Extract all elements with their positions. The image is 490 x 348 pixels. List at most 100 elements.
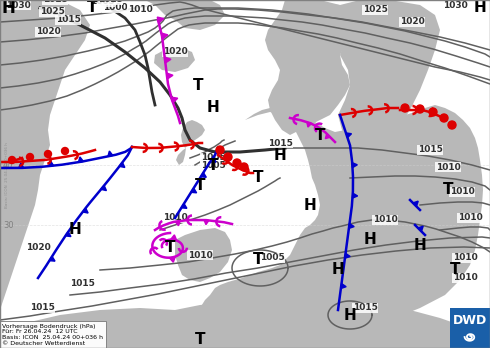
Text: T: T <box>193 78 203 93</box>
Circle shape <box>216 146 224 154</box>
Text: 1010: 1010 <box>372 215 397 224</box>
Polygon shape <box>418 226 423 231</box>
Text: T: T <box>195 332 205 348</box>
Text: Basis: ICON  25.04.24 00+036 h: Basis: ICON 25.04.24 00+036 h <box>5 142 9 208</box>
Polygon shape <box>49 161 53 166</box>
Polygon shape <box>325 134 330 139</box>
Text: 1015: 1015 <box>268 139 293 148</box>
Text: 30: 30 <box>3 221 14 229</box>
Bar <box>450 308 490 348</box>
Polygon shape <box>157 17 164 23</box>
Polygon shape <box>120 163 125 167</box>
Text: 1000: 1000 <box>103 3 127 13</box>
Polygon shape <box>0 298 490 348</box>
Polygon shape <box>349 223 354 228</box>
Polygon shape <box>161 33 168 39</box>
Text: H: H <box>1 0 15 17</box>
Circle shape <box>240 163 248 171</box>
Text: 1025: 1025 <box>43 0 68 5</box>
Polygon shape <box>175 221 180 226</box>
Text: 1010: 1010 <box>453 274 477 283</box>
Circle shape <box>448 121 456 129</box>
Circle shape <box>62 148 69 155</box>
Polygon shape <box>341 284 346 288</box>
Text: T: T <box>165 240 175 255</box>
Polygon shape <box>352 163 357 168</box>
Polygon shape <box>182 105 483 348</box>
Text: 1015: 1015 <box>29 303 54 313</box>
Text: H: H <box>273 148 286 163</box>
Polygon shape <box>101 185 106 191</box>
Text: 1010: 1010 <box>188 251 212 260</box>
Circle shape <box>416 105 424 113</box>
Text: 1010: 1010 <box>450 188 474 197</box>
Polygon shape <box>176 148 186 165</box>
Polygon shape <box>165 57 171 63</box>
Text: 1020: 1020 <box>25 244 50 253</box>
Polygon shape <box>181 204 187 208</box>
Text: 1005: 1005 <box>200 153 225 163</box>
Circle shape <box>233 159 241 167</box>
Text: T: T <box>315 127 325 142</box>
Text: H: H <box>474 0 487 16</box>
Text: 1010: 1010 <box>127 6 152 15</box>
Circle shape <box>401 104 409 112</box>
Text: 1015: 1015 <box>70 278 95 287</box>
Text: 1025: 1025 <box>363 6 388 15</box>
Text: H: H <box>304 198 317 213</box>
Text: 1005: 1005 <box>90 0 114 7</box>
Polygon shape <box>346 133 351 138</box>
Text: 1015: 1015 <box>417 145 442 155</box>
Circle shape <box>8 157 16 164</box>
Polygon shape <box>108 151 113 156</box>
Text: H: H <box>364 232 376 247</box>
Text: 1025: 1025 <box>40 8 65 16</box>
Polygon shape <box>201 173 206 177</box>
Polygon shape <box>307 122 312 127</box>
Text: DWD: DWD <box>453 314 487 326</box>
Polygon shape <box>191 188 196 193</box>
Text: T: T <box>87 0 97 16</box>
Text: 1010: 1010 <box>458 214 482 222</box>
Polygon shape <box>167 73 173 79</box>
Text: 1030: 1030 <box>5 0 30 9</box>
Text: H: H <box>69 222 81 237</box>
Text: H: H <box>332 262 344 277</box>
Polygon shape <box>285 0 440 150</box>
Text: 1030: 1030 <box>442 0 467 9</box>
Polygon shape <box>211 157 216 162</box>
Polygon shape <box>175 228 232 282</box>
Text: 1015: 1015 <box>55 16 80 24</box>
Polygon shape <box>83 208 88 213</box>
Polygon shape <box>171 235 176 240</box>
Text: 1020: 1020 <box>400 17 424 26</box>
Polygon shape <box>181 120 205 148</box>
Polygon shape <box>154 48 195 72</box>
Text: 1010: 1010 <box>163 214 187 222</box>
Text: 1020: 1020 <box>163 47 187 56</box>
Polygon shape <box>170 257 175 262</box>
Text: 40: 40 <box>3 160 14 169</box>
Polygon shape <box>0 0 90 310</box>
Circle shape <box>224 153 232 161</box>
Text: T: T <box>450 262 460 277</box>
Polygon shape <box>345 253 350 258</box>
Polygon shape <box>265 0 360 135</box>
Text: 1010: 1010 <box>453 253 477 262</box>
Text: H: H <box>207 101 220 116</box>
Text: H: H <box>343 308 356 323</box>
Polygon shape <box>171 97 178 103</box>
Text: 1005: 1005 <box>260 253 284 262</box>
Text: T: T <box>253 171 263 185</box>
Circle shape <box>440 114 448 122</box>
Circle shape <box>45 150 51 158</box>
Text: T: T <box>208 158 218 173</box>
Text: T: T <box>195 177 205 192</box>
Text: 1010: 1010 <box>436 163 461 172</box>
Polygon shape <box>204 220 209 224</box>
Text: H: H <box>414 237 426 253</box>
Text: 1005: 1005 <box>200 160 225 169</box>
Polygon shape <box>19 163 24 168</box>
Circle shape <box>26 153 33 160</box>
Polygon shape <box>413 201 418 206</box>
